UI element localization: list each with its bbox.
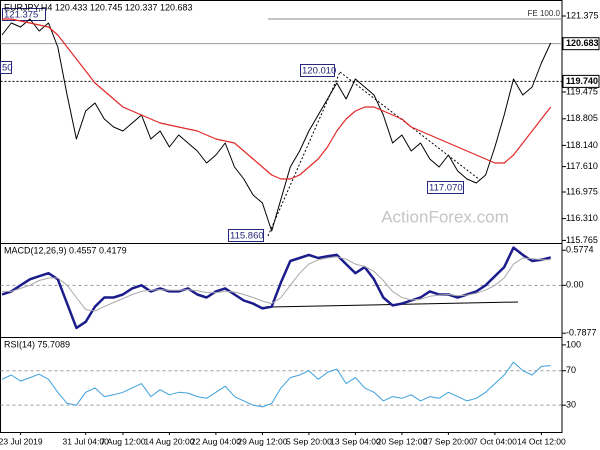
y-tick-label: 118.140 [566,140,598,150]
annotation: 117.070 [429,183,463,194]
x-tick-label: 31 Jul 04:00 [63,436,110,446]
price-label: 120.683 [566,38,599,48]
y-tick-label: 100 [566,339,581,349]
x-tick-label: 22 Aug 04:00 [191,436,241,446]
y-tick-label: 30 [566,400,576,410]
x-tick-label: 20 Sep 12:00 [377,436,428,446]
annotation-box [300,64,335,77]
y-tick-label: 0.00 [566,280,584,290]
series-line [2,18,552,180]
y-tick-label: 118.805 [566,113,598,123]
x-tick-label: 14 Oct 12:00 [517,436,566,446]
x-tick-label: 23 Jul 2019 [0,436,43,446]
trend-line [267,71,341,237]
panel-frame [0,337,563,433]
y-tick-label: 116.310 [566,213,598,223]
price-box [562,74,600,88]
annotation-box [228,229,264,242]
annotation: 50 [2,63,13,74]
price-label: 119.740 [566,76,598,86]
annotation: 120.010 [302,66,336,77]
annotation: 115.860 [230,231,264,242]
annotation-box [427,181,464,194]
annotation: 121.375 [4,10,38,21]
panel-title: MACD(12,26,9) 0.4557 0.4179 [4,245,127,255]
x-tick-label: 14 Aug 20:00 [144,436,194,446]
series-line [1,361,551,408]
x-tick-label: 7 Oct 04:00 [473,436,517,446]
y-tick-label: 70 [566,365,576,375]
series-line [2,256,551,312]
y-tick-label: 116.975 [566,186,598,196]
x-tick-label: 7 Aug 12:00 [100,436,146,446]
y-tick-label: 119.475 [566,86,598,96]
annotation-box [2,8,46,21]
x-tick-label: 13 Sep 04:00 [330,436,381,446]
x-tick-label: 5 Sep 20:00 [286,436,332,446]
y-tick-label: 117.610 [566,161,598,171]
y-tick-label: -0.7877 [566,328,597,338]
series-line [1,18,552,232]
x-tick-label: 29 Aug 12:00 [237,436,287,446]
y-tick-label: 115.765 [566,235,598,245]
price-box [562,37,600,51]
panel-title: RSI(14) 75.7089 [4,339,70,349]
series-line [1,246,552,330]
panel-title: EURJPY,H4 120.433 120.745 120.337 120.68… [4,2,193,12]
x-tick-label: 27 Sep 20:00 [423,436,474,446]
y-tick-label: 0.5774 [566,245,594,255]
level-label: FE 100.0 [528,9,561,18]
annotation-box [0,61,12,74]
watermark: ActionForex.com [381,207,509,226]
y-tick-label: 121.375 [566,10,599,20]
